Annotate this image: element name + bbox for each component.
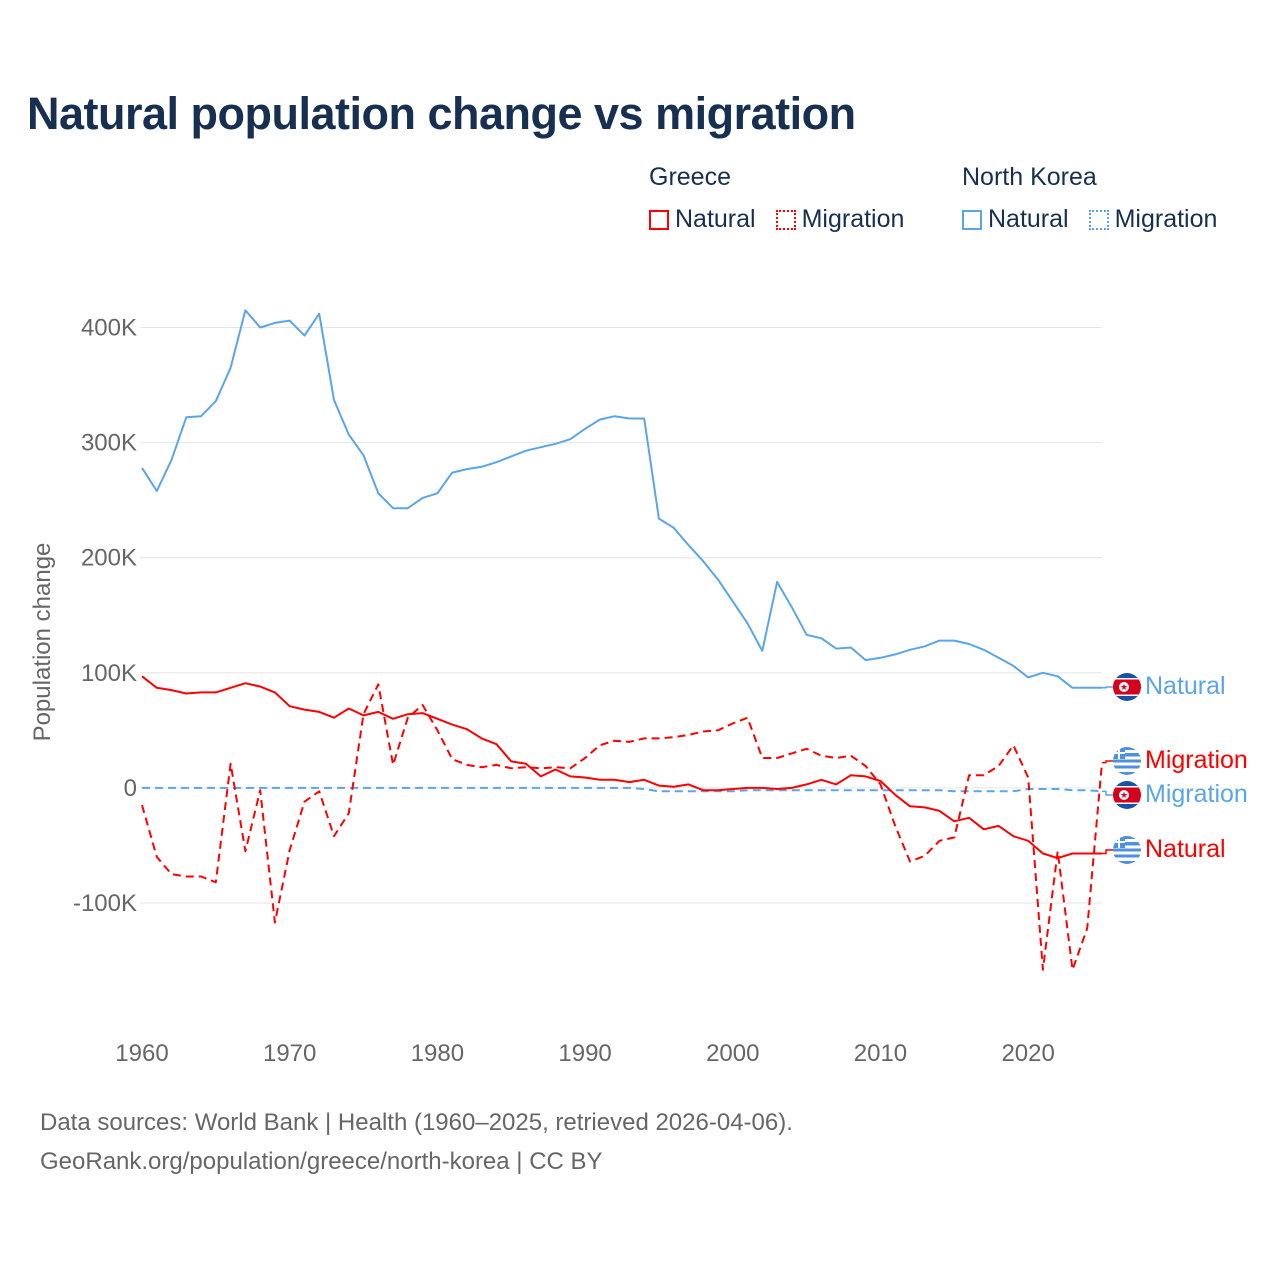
legend-label: Migration	[801, 205, 905, 233]
legend-item-greece-migration[interactable]: Migration	[775, 205, 905, 234]
footer-sources: Data sources: World Bank | Health (1960–…	[40, 1109, 793, 1136]
series-line-north-korea-migration	[142, 786, 1103, 793]
label-connector	[1102, 760, 1114, 764]
y-tick-label: -100K	[73, 890, 137, 917]
x-tick-label: 1980	[411, 1040, 464, 1067]
end-label-gr-migration: Migration	[1113, 746, 1248, 775]
greece-flag-icon	[1113, 835, 1141, 864]
legend-label: Natural	[988, 205, 1069, 233]
solid-swatch-icon	[962, 209, 982, 230]
y-tick-label: 300K	[81, 430, 137, 457]
legend-group-greece: Greece	[649, 163, 731, 191]
label-connector	[1102, 686, 1114, 689]
end-label-nk-natural: ★ Natural	[1113, 672, 1226, 701]
x-tick-label: 1970	[263, 1040, 316, 1067]
dotted-swatch-icon	[1088, 209, 1109, 230]
x-tick-label: 2010	[854, 1040, 907, 1067]
series-line-greece-migration	[141, 683, 1103, 971]
legend-nk-items: Natural Migration	[962, 205, 1217, 234]
end-label-text: Migration	[1145, 746, 1248, 774]
legend-group-north-korea: North Korea	[962, 163, 1097, 191]
north-korea-flag-icon: ★	[1113, 672, 1141, 701]
y-tick-label: 0	[124, 775, 137, 802]
end-label-nk-migration: ★ Migration	[1113, 780, 1248, 809]
series-line-north-korea-natural	[141, 309, 1102, 689]
end-label-text: Migration	[1145, 780, 1248, 808]
end-label-text: Natural	[1145, 835, 1226, 863]
x-tick-label: 2020	[1001, 1040, 1054, 1067]
legend-item-greece-natural[interactable]: Natural	[649, 205, 756, 234]
legend-item-nk-natural[interactable]: Natural	[962, 205, 1069, 234]
label-connector	[1102, 849, 1114, 855]
legend-greece-items: Natural Migration	[649, 205, 904, 234]
footer-attribution[interactable]: GeoRank.org/population/greece/north-kore…	[40, 1148, 603, 1175]
y-tick-label: 200K	[81, 545, 137, 572]
dotted-swatch-icon	[775, 209, 796, 230]
x-tick-label: 1990	[558, 1040, 611, 1067]
end-label-text: Natural	[1145, 672, 1226, 700]
solid-swatch-icon	[649, 209, 669, 230]
y-axis-label: Population change	[29, 543, 56, 742]
x-tick-label: 1960	[115, 1040, 168, 1067]
x-tick-label: 2000	[706, 1040, 759, 1067]
greece-flag-icon	[1113, 746, 1141, 775]
legend-label: Natural	[675, 205, 756, 233]
y-tick-label: 400K	[81, 315, 137, 342]
series-line-greece-natural	[141, 675, 1102, 860]
legend-item-nk-migration[interactable]: Migration	[1088, 205, 1218, 234]
north-korea-flag-icon: ★	[1113, 780, 1141, 809]
chart-title: Natural population change vs migration	[27, 88, 856, 139]
end-label-gr-natural: Natural	[1113, 835, 1226, 864]
y-tick-label: 100K	[81, 660, 137, 687]
legend-label: Migration	[1114, 205, 1218, 233]
label-connector	[1102, 790, 1114, 796]
